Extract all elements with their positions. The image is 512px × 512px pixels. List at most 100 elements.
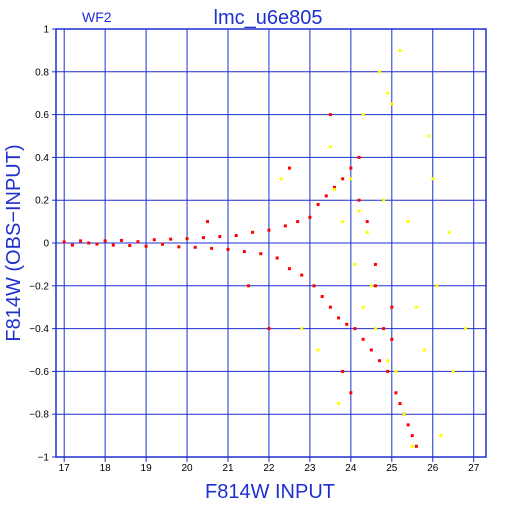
data-point-red [251,230,255,234]
data-point-yellow [300,327,304,331]
x-tick-labels: 17 18 19 20 21 22 23 24 25 26 27 [59,463,480,474]
data-point-red [87,241,91,245]
data-point-red [414,444,418,448]
data-point-red [169,237,173,241]
data-point-red [234,234,238,238]
data-point-red [382,327,386,331]
data-point-yellow [431,177,435,181]
data-point-yellow [337,402,341,405]
data-point-red [337,316,341,320]
data-point-red [349,166,353,170]
data-point-red [177,245,181,249]
data-point-red [242,250,246,254]
data-point-red [136,240,140,244]
data-point-red [287,166,291,170]
data-point-red [70,243,74,247]
data-point-red [390,305,394,309]
data-point-yellow [410,444,414,448]
data-point-yellow [341,220,345,224]
data-point-red [206,220,210,224]
data-point-red [300,273,304,277]
data-point-red [357,198,361,202]
data-point-red [62,240,66,244]
data-point-red [349,391,353,395]
data-point-red [246,284,250,288]
data-point-yellow [427,134,431,138]
data-point-red [160,242,164,246]
data-point-yellow [386,91,390,95]
data-point-yellow [316,348,320,352]
y-tick-labels: −1 −0.8 −0.6 −0.4 −0.2 0 0.2 0.4 0.6 0.8 1 [29,25,49,464]
data-point-red [357,155,361,159]
data-point-yellow [402,412,406,416]
data-point-yellow [328,145,332,149]
data-point-red [275,256,279,260]
data-point-yellow [378,70,382,74]
data-point-red [373,262,377,266]
data-point-yellow [414,305,418,309]
chart-title: lmc_u6e805 [214,7,323,29]
y-tick-label: 0.6 [35,110,49,121]
data-point-red [353,327,357,331]
y-tick-label: −0.6 [29,367,49,378]
data-point-yellow [369,284,373,288]
data-point-red [79,239,83,243]
data-point-yellow [464,327,468,331]
data-point-yellow [394,369,398,373]
data-point-red [259,252,263,256]
data-point-yellow [406,220,410,224]
data-point-red [328,113,332,117]
x-tick-label: 25 [386,463,398,474]
data-point-yellow [332,188,336,191]
data-point-red [398,402,402,405]
data-point-red [201,236,205,240]
data-point-red [218,235,222,239]
data-point-red [369,348,373,352]
data-point-red [226,247,230,251]
data-point-red [365,220,369,224]
data-point-red [312,284,316,288]
data-point-red [410,434,414,438]
data-point-red [345,322,349,326]
data-point-red [328,305,332,309]
data-point-red [283,224,287,228]
data-point-red [267,327,271,331]
data-point-yellow [423,348,427,352]
y-tick-label: 0 [43,239,49,250]
data-point-yellow [357,209,361,213]
data-point-yellow [361,113,365,117]
data-point-red [332,185,336,189]
data-point-red [308,215,312,219]
data-point-yellow [390,102,394,106]
data-point-yellow [398,48,402,52]
data-point-yellow [349,177,353,181]
data-point-red [95,242,99,246]
data-point-yellow [365,230,369,234]
data-point-yellow [382,198,386,202]
x-tick-label: 18 [100,463,112,474]
panel-label: WF2 [82,9,112,25]
data-point-yellow [279,177,283,181]
y-tick-label: 0.8 [35,67,49,78]
y-tick-label: 0.4 [35,153,49,164]
y-axis-title: F814W (OBS−INPUT) [3,144,25,341]
y-tick-label: −0.4 [29,324,49,335]
x-tick-label: 19 [141,463,153,474]
data-point-red [406,423,410,427]
x-tick-label: 21 [222,463,234,474]
data-point-red [128,244,132,248]
data-point-red [361,337,365,341]
data-point-red [111,243,115,247]
data-point-red [316,202,320,206]
x-tick-label: 26 [427,463,439,474]
data-point-yellow [439,434,443,438]
data-point-yellow [373,327,377,331]
data-point-red [185,237,189,241]
data-point-red [386,369,390,373]
data-point-yellow [447,230,451,234]
x-tick-label: 17 [59,463,71,474]
data-point-red [144,244,148,248]
data-points [62,48,468,448]
